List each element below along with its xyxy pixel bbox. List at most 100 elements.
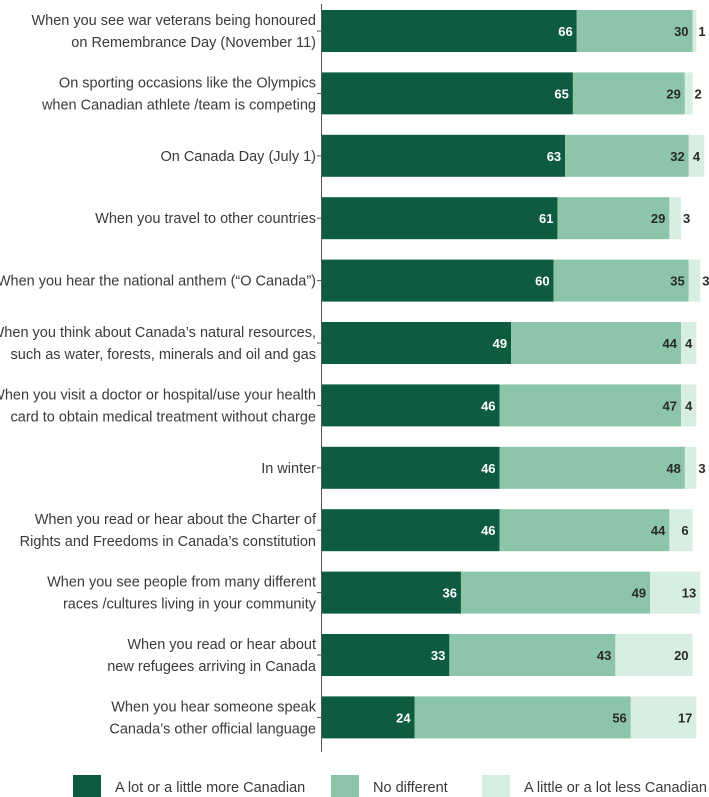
data-label: 43 — [597, 648, 611, 663]
category-label: When you read or hear about new refugees … — [107, 637, 317, 675]
bar-segment-a-little-or-a-lot-less-canadian — [680, 384, 697, 427]
legend-swatch — [331, 775, 359, 797]
data-label: 3 — [702, 274, 709, 289]
bar-segment-a-lot-or-a-little-more-canadian — [322, 197, 558, 240]
bar-segment-a-little-or-a-lot-less-canadian — [684, 72, 693, 115]
data-label: 33 — [431, 648, 445, 663]
data-label: 2 — [695, 86, 702, 101]
category-label-line: On sporting occasions like the Olympics — [59, 75, 316, 91]
bar-segment-a-little-or-a-lot-less-canadian — [615, 634, 693, 676]
category-labels: When you see war veterans being honoured… — [0, 13, 317, 737]
bar-segment-a-lot-or-a-little-more-canadian — [322, 696, 415, 739]
category-label-line: new refugees arriving in Canada — [107, 659, 317, 675]
legend-swatch — [482, 775, 510, 797]
bar-segment-no-different — [576, 10, 693, 52]
bar-segment-no-different — [572, 72, 685, 115]
legend-item-a-lot-or-a-little-more-canadian: A lot or a little more Canadian — [73, 775, 305, 797]
bar-segment-no-different — [499, 384, 681, 427]
legend-label: No different — [373, 780, 448, 796]
data-label: 20 — [674, 648, 688, 663]
data-label: 32 — [670, 149, 684, 164]
data-label: 17 — [678, 710, 692, 725]
bar-segment-a-lot-or-a-little-more-canadian — [322, 259, 554, 302]
category-label: When you see war veterans being honoured… — [31, 13, 316, 51]
bar-segment-a-little-or-a-lot-less-canadian — [669, 197, 681, 240]
data-label: 30 — [674, 24, 688, 39]
category-label-line: When you read or hear about the Charter … — [35, 512, 317, 528]
bar-segment-a-little-or-a-lot-less-canadian — [688, 259, 701, 302]
bar-segment-a-little-or-a-lot-less-canadian — [684, 446, 697, 489]
bar-segment-a-lot-or-a-little-more-canadian — [322, 10, 577, 52]
bar-segment-a-little-or-a-lot-less-canadian — [669, 509, 693, 552]
category-label-line: Rights and Freedoms in Canada’s constitu… — [20, 534, 316, 550]
data-label: 65 — [554, 86, 568, 101]
legend-item-a-little-or-a-lot-less-canadian: A little or a lot less Canadian — [482, 775, 707, 797]
category-label-line: when Canadian athlete /team is competing — [41, 97, 316, 113]
data-label: 36 — [442, 586, 456, 601]
data-label: 4 — [685, 398, 693, 413]
category-label: When you hear the national anthem (“O Ca… — [0, 274, 316, 290]
category-label-line: Canada’s other official language — [109, 721, 316, 737]
data-label: 44 — [663, 336, 678, 351]
data-label: 46 — [481, 523, 495, 538]
data-label: 60 — [535, 274, 549, 289]
data-label: 6 — [681, 523, 688, 538]
bar-segment-a-lot-or-a-little-more-canadian — [322, 134, 566, 177]
data-label: 49 — [493, 336, 507, 351]
category-label-line: on Remembrance Day (November 11) — [71, 35, 316, 51]
category-label-line: When you hear the national anthem (“O Ca… — [0, 274, 316, 290]
category-label: When you travel to other countries — [95, 211, 316, 227]
category-label-line: When you travel to other countries — [95, 211, 316, 227]
category-label-line: such as water, forests, minerals and oil… — [11, 347, 316, 363]
bar-segment-no-different — [557, 197, 670, 240]
bar-segment-a-lot-or-a-little-more-canadian — [322, 72, 573, 115]
bar-segment-a-lot-or-a-little-more-canadian — [322, 571, 461, 614]
data-label: 3 — [698, 461, 705, 476]
bar-segment-no-different — [460, 571, 651, 614]
category-label-line: On Canada Day (July 1) — [160, 149, 316, 165]
data-label: 49 — [632, 586, 646, 601]
category-label: When you read or hear about the Charter … — [20, 512, 317, 550]
category-label-line: When you hear someone speak — [111, 699, 316, 715]
category-label-line: When you see people from many different — [47, 575, 316, 591]
data-label: 35 — [670, 274, 684, 289]
bar-segment-no-different — [414, 696, 631, 739]
category-label-line: card to obtain medical treatment without… — [11, 409, 316, 425]
data-label: 4 — [693, 149, 701, 164]
data-label: 29 — [651, 211, 665, 226]
category-label-line: When you read or hear about — [127, 637, 316, 653]
bar-segment-no-different — [553, 259, 689, 302]
bar-segment-a-little-or-a-lot-less-canadian — [650, 571, 701, 614]
data-label: 47 — [663, 398, 677, 413]
data-label: 46 — [481, 461, 495, 476]
bar-segment-a-lot-or-a-little-more-canadian — [322, 634, 450, 676]
legend-item-no-different: No different — [331, 775, 448, 797]
category-label-line: In winter — [261, 461, 316, 477]
category-label-line: When you think about Canada’s natural re… — [0, 325, 316, 341]
data-label: 13 — [682, 586, 696, 601]
data-label: 29 — [666, 86, 680, 101]
category-label: On sporting occasions like the Olympics w… — [41, 75, 316, 113]
legend-swatch — [73, 775, 101, 797]
category-label-line: When you visit a doctor or hospital/use … — [0, 387, 316, 403]
data-label: 24 — [396, 710, 411, 725]
legend-label: A lot or a little more Canadian — [115, 780, 305, 796]
data-label: 61 — [539, 211, 553, 226]
data-label: 1 — [698, 24, 705, 39]
legend-label: A little or a lot less Canadian — [524, 780, 707, 796]
chart-axis-layer — [317, 4, 322, 752]
data-label: 63 — [547, 149, 561, 164]
category-label: When you hear someone speak Canada’s othe… — [109, 699, 316, 737]
category-label: When you see people from many different r… — [47, 575, 317, 613]
bar-segment-a-lot-or-a-little-more-canadian — [322, 509, 500, 552]
bar-segment-a-little-or-a-lot-less-canadian — [630, 696, 697, 739]
category-label-line: races /cultures living in your community — [63, 597, 317, 613]
category-label: In winter — [261, 461, 316, 477]
bar-segment-a-little-or-a-lot-less-canadian — [688, 134, 705, 177]
legend: A lot or a little more Canadian No differ… — [73, 775, 707, 797]
bar-segment-a-little-or-a-lot-less-canadian — [692, 10, 697, 52]
data-label: 56 — [612, 710, 626, 725]
data-label: 48 — [666, 461, 680, 476]
bar-segment-a-lot-or-a-little-more-canadian — [322, 322, 512, 364]
